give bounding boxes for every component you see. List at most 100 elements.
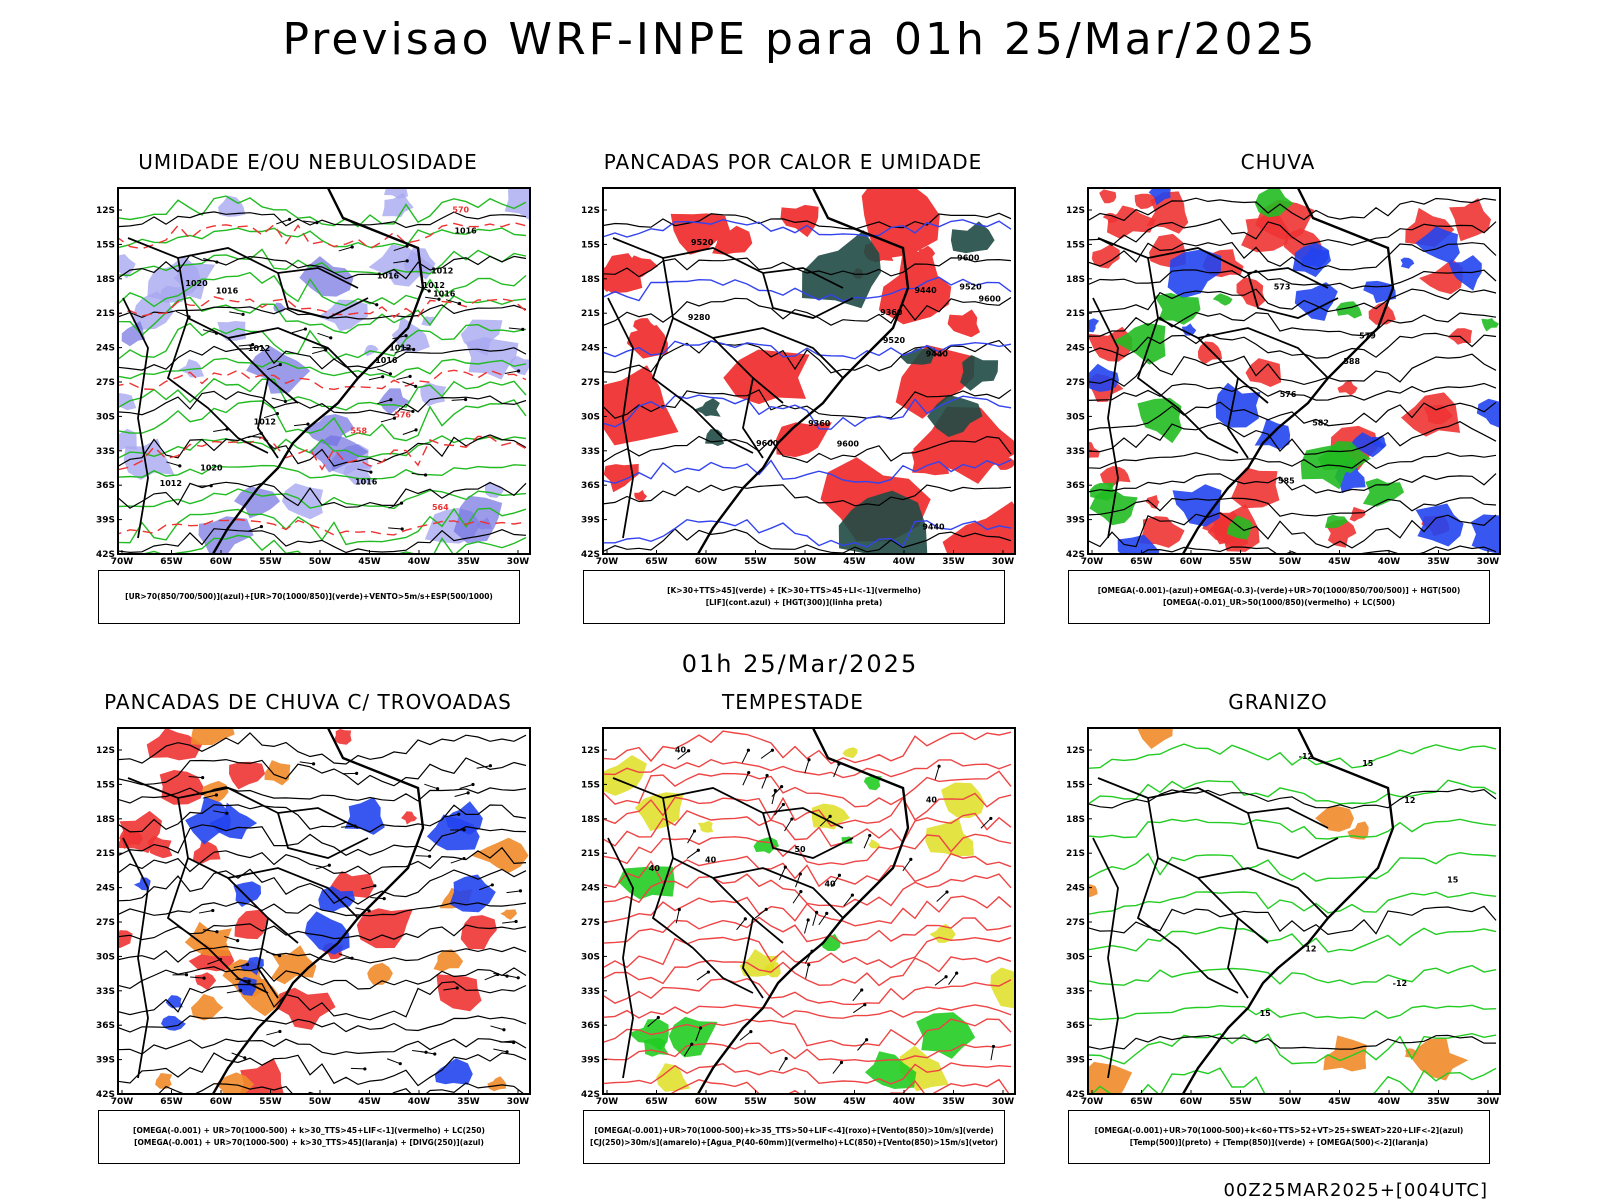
wind-arrow-head xyxy=(807,758,810,761)
lat-label: 18S xyxy=(1066,275,1085,285)
wind-arrow-head xyxy=(765,908,768,911)
lon-label: 60W xyxy=(1180,1097,1203,1107)
lon-label: 45W xyxy=(1328,557,1351,567)
lat-label: 21S xyxy=(581,849,600,859)
lon-label: 30W xyxy=(507,557,530,567)
wind-arrow-head xyxy=(784,866,787,869)
lat-label: 18S xyxy=(581,275,600,285)
lon-label: 35W xyxy=(1427,1097,1450,1107)
lon-label: 50W xyxy=(1279,1097,1302,1107)
lat-label: 24S xyxy=(1066,884,1085,894)
wind-arrow-head xyxy=(211,909,214,912)
lat-label: 30S xyxy=(96,952,115,962)
wind-arrow-head xyxy=(373,884,376,887)
contour-label: 9600 xyxy=(979,294,1002,303)
lon-label: 30W xyxy=(992,557,1015,567)
wind-arrow-head xyxy=(458,302,461,305)
lat-label: 12S xyxy=(581,746,600,756)
lon-label: 35W xyxy=(942,1097,965,1107)
lon-label: 70W xyxy=(596,557,619,567)
lat-label: 24S xyxy=(96,884,115,894)
contour-label: 9440 xyxy=(914,286,937,295)
lon-label: 35W xyxy=(457,557,480,567)
lon-label: 70W xyxy=(1081,557,1104,567)
wind-arrow-head xyxy=(868,834,871,837)
wind-arrow-head xyxy=(471,783,474,786)
contour-label: 1016 xyxy=(454,226,477,235)
wind-arrow-head xyxy=(863,1003,866,1006)
wind-arrow-head xyxy=(351,245,354,248)
lat-label: 18S xyxy=(96,275,115,285)
lat-label: 39S xyxy=(1066,516,1085,526)
lon-label: 70W xyxy=(1081,1097,1104,1107)
wind-arrow-head xyxy=(389,398,392,401)
contour-label: 9520 xyxy=(691,238,714,247)
wind-arrow-head xyxy=(404,334,407,337)
legend-box: [OMEGA(-0.001)+UR>70(1000-500)+k>35_TTS>… xyxy=(583,1110,1005,1164)
wind-arrow-head xyxy=(829,815,832,818)
lon-label: 60W xyxy=(695,1097,718,1107)
lon-label: 45W xyxy=(843,1097,866,1107)
lon-label: 30W xyxy=(1477,1097,1500,1107)
wind-arrow-head xyxy=(765,774,768,777)
wind-arrow-head xyxy=(278,1030,281,1033)
lon-label: 65W xyxy=(160,1097,183,1107)
lon-label: 40W xyxy=(1378,1097,1401,1107)
lat-label: 15S xyxy=(96,780,115,790)
contour-label: 1012 xyxy=(431,266,453,275)
wind-arrow-head xyxy=(278,954,281,957)
contour-label: 40 xyxy=(824,879,836,888)
contour-label: 9600 xyxy=(957,254,980,263)
lon-label: 65W xyxy=(1130,557,1153,567)
wind-arrow-head xyxy=(467,791,470,794)
lon-label: 70W xyxy=(111,1097,134,1107)
wind-arrow-head xyxy=(203,977,206,980)
contour-label: 582 xyxy=(1312,418,1329,427)
wind-arrow-head xyxy=(693,829,696,832)
lon-label: 55W xyxy=(744,1097,767,1107)
wind-arrow-head xyxy=(505,975,508,978)
legend-line: [OMEGA(-0.001) + UR>70(1000-500) + k>30_… xyxy=(134,1137,484,1149)
wind-arrow-head xyxy=(428,289,431,292)
legend-line: [OMEGA(-0.001)+UR>70(1000-500)+k<60+TTS>… xyxy=(1095,1125,1464,1137)
legend-line: [K>30+TTS>45](verde) + [K>30+TTS>45+LI<-… xyxy=(667,585,921,597)
panel-title: CHUVA xyxy=(1058,150,1498,174)
lat-label: 15S xyxy=(1066,780,1085,790)
wind-arrow-head xyxy=(363,1067,366,1070)
wind-arrow xyxy=(351,1068,365,1069)
lat-label: 24S xyxy=(581,344,600,354)
legend-line: [UR>70(850/700/500)](azul)+[UR>70(1000/8… xyxy=(125,591,493,603)
wind-arrow-head xyxy=(312,762,315,765)
lon-label: 40W xyxy=(893,557,916,567)
legend-box: [OMEGA(-0.001) + UR>70(1000-500) + k>30_… xyxy=(98,1110,520,1164)
contour-label: -12 xyxy=(1299,752,1313,761)
wind-arrow-head xyxy=(749,1030,752,1033)
wind-arrow-head xyxy=(799,872,802,875)
wind-arrow-head xyxy=(678,908,681,911)
lat-label: 27S xyxy=(1066,378,1085,388)
wind-arrow-head xyxy=(937,765,940,768)
wind-arrow-head xyxy=(241,313,244,316)
forecast-map: 40404040504012S15S18S21S24S27S30S33S36S3… xyxy=(573,718,1033,1110)
lon-label: 40W xyxy=(408,557,431,567)
wind-arrow-head xyxy=(414,428,417,431)
wind-arrow-head xyxy=(825,912,828,915)
wind-arrow-head xyxy=(463,828,466,831)
lat-label: 24S xyxy=(96,344,115,354)
lat-label: 30S xyxy=(96,412,115,422)
lon-label: 60W xyxy=(210,557,233,567)
wind-arrow-head xyxy=(412,348,415,351)
lon-label: 60W xyxy=(695,557,718,567)
wind-arrow-head xyxy=(462,857,465,860)
wind-arrow-head xyxy=(457,813,460,816)
contour-label: 1012 xyxy=(423,281,445,290)
contour-label: 9280 xyxy=(688,313,711,322)
wind-arrow-head xyxy=(707,970,710,973)
wind-arrow-head xyxy=(989,817,992,820)
lat-label: 30S xyxy=(1066,412,1085,422)
lon-label: 50W xyxy=(309,1097,332,1107)
panel-title: PANCADAS POR CALOR E UMIDADE xyxy=(573,150,1013,174)
